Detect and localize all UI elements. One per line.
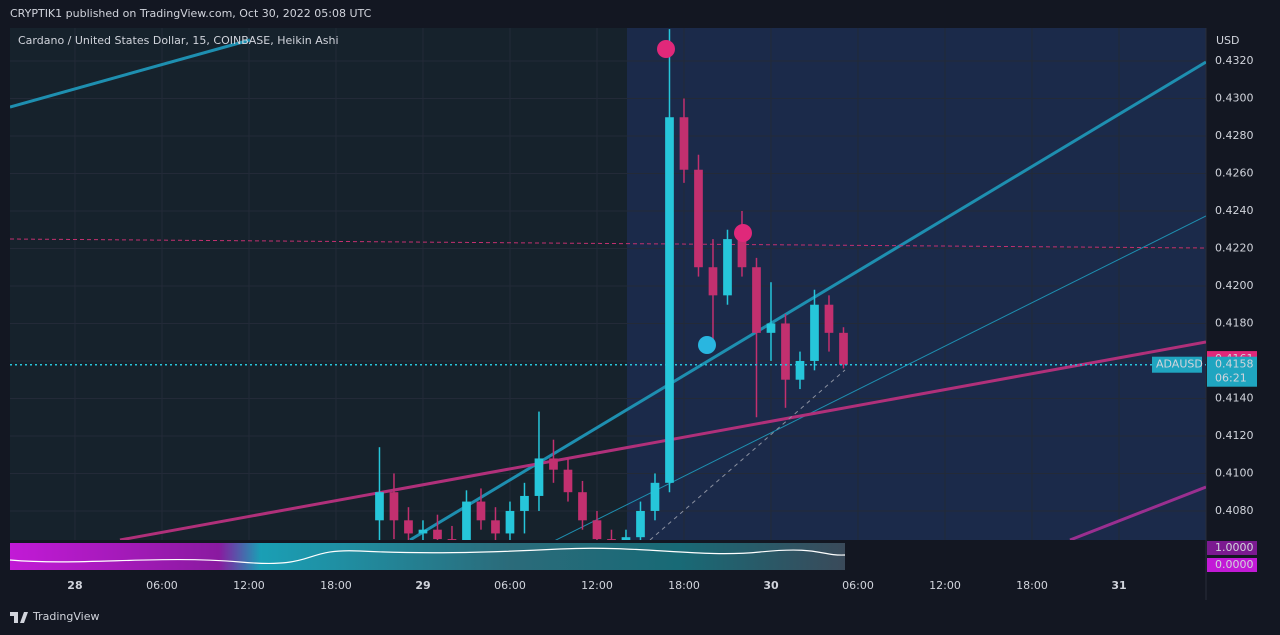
x-tick-label: 12:00 — [233, 579, 265, 592]
logo: TradingView — [10, 610, 99, 623]
marker — [734, 224, 752, 242]
y-tick-label: 0.4140 — [1215, 391, 1254, 404]
pane-left — [10, 28, 627, 540]
marker — [657, 40, 675, 58]
candle-body — [607, 539, 616, 540]
candle-body — [476, 501, 486, 521]
candle-body — [534, 458, 544, 496]
symbol-tag — [1152, 356, 1202, 373]
marker — [698, 336, 716, 354]
candle-body — [404, 520, 413, 534]
candle-body — [578, 492, 587, 521]
price-tag — [1207, 356, 1257, 387]
x-tick-label: 12:00 — [581, 579, 613, 592]
candle-body — [375, 492, 384, 521]
drawings — [10, 38, 1206, 540]
x-tick-label: 28 — [67, 579, 82, 592]
price-tag-label: 0.4158 — [1215, 358, 1254, 371]
footer-brand: TradingView — [32, 610, 99, 623]
indicator-tag — [1207, 540, 1257, 555]
published-note: CRYPTIK1 published on TradingView.com, O… — [10, 7, 372, 20]
trendline — [119, 340, 1206, 540]
y-tick-label: 0.4240 — [1215, 204, 1254, 217]
candle-body — [520, 495, 529, 511]
candle-body — [592, 520, 602, 540]
x-tick-label: 29 — [415, 579, 430, 592]
x-tick-label: 06:00 — [494, 579, 526, 592]
candle-body — [491, 520, 500, 534]
candle-body — [418, 529, 428, 534]
y-axis-unit: USD — [1216, 34, 1240, 47]
candle-body — [679, 117, 689, 170]
x-tick-label: 18:00 — [1016, 579, 1048, 592]
candle-body — [621, 537, 631, 540]
x-tick-label: 12:00 — [929, 579, 961, 592]
symbol-label: ADAUSD — [1156, 358, 1203, 371]
candle-body — [650, 482, 660, 511]
candle-body — [505, 510, 515, 534]
candle-body — [708, 267, 718, 296]
candle-body — [389, 492, 399, 521]
candle-body — [549, 458, 558, 470]
countdown: 06:21 — [1215, 372, 1247, 385]
candle-body — [839, 332, 848, 365]
y-tick-label: 0.4320 — [1215, 54, 1254, 67]
candle-body — [462, 501, 471, 540]
candle-body — [766, 323, 776, 333]
x-tick-label: 18:00 — [668, 579, 700, 592]
candle-body — [795, 360, 805, 380]
indicator-tick-label: 0.0000 — [1215, 558, 1254, 571]
signal-markers — [657, 40, 752, 354]
y-tick-label: 0.4300 — [1215, 91, 1254, 104]
y-tick-label: 0.4260 — [1215, 166, 1254, 179]
y-tick-label: 0.4080 — [1215, 504, 1254, 517]
candle-body — [810, 304, 819, 361]
chart-title: Cardano / United States Dollar, 15, COIN… — [18, 34, 339, 47]
candle-body — [447, 539, 457, 540]
x-tick-label: 06:00 — [842, 579, 874, 592]
y-tick-label: 0.4100 — [1215, 466, 1254, 479]
candle-body — [824, 304, 834, 333]
x-tick-label: 18:00 — [320, 579, 352, 592]
candle-body — [665, 117, 674, 483]
x-tick-label: 30 — [763, 579, 779, 592]
trendline — [10, 38, 251, 109]
x-tick-label: 31 — [1111, 579, 1126, 592]
indicator-tag — [1207, 558, 1257, 573]
level-line — [10, 238, 1206, 249]
trendline — [1069, 485, 1206, 540]
y-tick-label: 0.4120 — [1215, 429, 1254, 442]
x-tick-label: 06:00 — [146, 579, 178, 592]
y-tick-label: 0.4180 — [1215, 316, 1254, 329]
indicator-line — [9, 547, 846, 565]
candle-body — [752, 267, 761, 333]
candle-body — [723, 239, 732, 296]
y-tick-label: 0.4220 — [1215, 241, 1254, 254]
candle-body — [694, 169, 703, 268]
candle-body — [636, 510, 645, 538]
candle-body — [433, 529, 442, 540]
candle-body — [563, 469, 573, 493]
y-tick-label: 0.4200 — [1215, 279, 1254, 292]
indicator-heatmap — [10, 543, 845, 570]
indicator-tick-label: 1.0000 — [1215, 541, 1254, 554]
trendline — [649, 369, 846, 540]
candle-body — [737, 239, 747, 268]
y-tick-label: 0.4280 — [1215, 129, 1254, 142]
candle-body — [781, 323, 790, 380]
